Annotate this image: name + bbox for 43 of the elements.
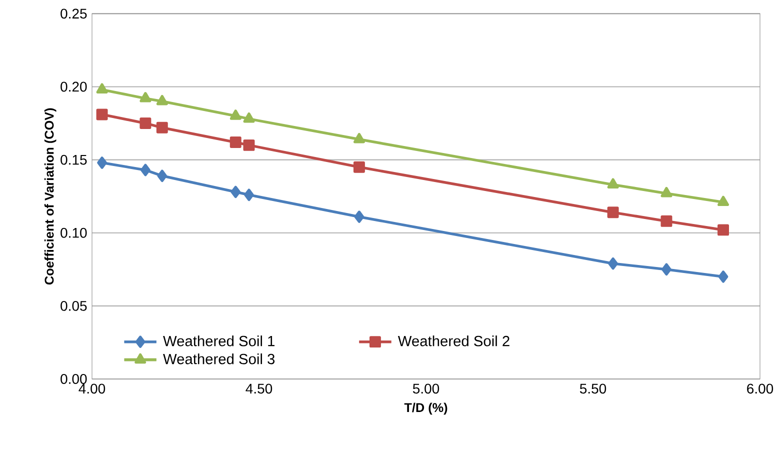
y-tick-label: 0.00 bbox=[60, 374, 87, 384]
legend-label: Weathered Soil 3 bbox=[163, 353, 275, 364]
x-tick-label: 4.50 bbox=[246, 384, 272, 394]
point bbox=[608, 257, 618, 270]
point bbox=[140, 164, 150, 176]
point bbox=[662, 263, 672, 276]
x-tick-label: 4.00 bbox=[78, 384, 106, 394]
x-tick-label: 5.50 bbox=[580, 384, 606, 394]
point bbox=[156, 94, 168, 106]
point bbox=[353, 132, 365, 144]
y-tick-label: 0.05 bbox=[60, 300, 87, 311]
point bbox=[660, 187, 672, 198]
point bbox=[718, 224, 729, 236]
point bbox=[96, 108, 108, 120]
x-axis-title: T/D (%) bbox=[404, 402, 448, 415]
point bbox=[354, 210, 364, 223]
point bbox=[140, 92, 152, 102]
point bbox=[230, 136, 242, 148]
point bbox=[243, 112, 255, 123]
y-tick-label: 0.25 bbox=[60, 8, 87, 19]
y-tick-label: 0.20 bbox=[60, 82, 87, 92]
y-axis-title: Coefficient of Variation (COV) bbox=[44, 108, 56, 284]
x-tick-label: 6.00 bbox=[747, 384, 774, 394]
point bbox=[140, 118, 152, 129]
point bbox=[660, 215, 672, 227]
point bbox=[718, 270, 728, 283]
point bbox=[353, 161, 365, 173]
point bbox=[96, 83, 108, 94]
point bbox=[607, 206, 619, 218]
point bbox=[97, 156, 107, 169]
point bbox=[607, 178, 619, 188]
point bbox=[243, 139, 255, 151]
point bbox=[718, 196, 729, 206]
y-tick-label: 0.15 bbox=[60, 154, 87, 165]
legend-label: Weathered Soil 1 bbox=[163, 335, 274, 346]
legend-label: Weathered Soil 2 bbox=[398, 335, 510, 346]
x-tick-label: 5.00 bbox=[412, 384, 440, 394]
point bbox=[244, 188, 254, 201]
point bbox=[230, 110, 242, 120]
point bbox=[156, 122, 168, 134]
point bbox=[230, 186, 241, 198]
point bbox=[157, 170, 168, 182]
y-tick-label: 0.10 bbox=[60, 228, 87, 238]
